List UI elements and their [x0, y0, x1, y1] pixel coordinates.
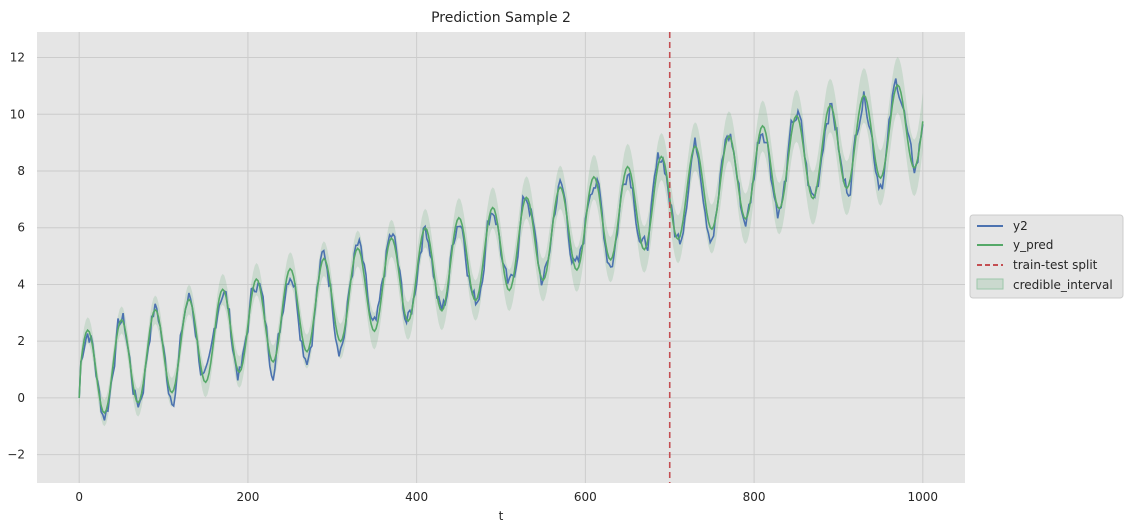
legend-box	[969, 214, 1124, 299]
y-tick-label: 12	[10, 51, 25, 65]
y-tick-label: 4	[17, 277, 25, 291]
y-tick-labels: −2 0 2 4 6 8 10 12	[7, 51, 25, 462]
x-tick-labels: 0 200 400 600 800 1000	[75, 490, 938, 504]
legend: y2 y_pred train-test split credible_inte…	[969, 214, 1124, 299]
x-tick-label: 600	[574, 490, 597, 504]
legend-y2-label: y2	[1013, 219, 1028, 233]
legend-ypred-label: y_pred	[1013, 238, 1053, 252]
x-axis-label: t	[499, 509, 504, 523]
legend-ci-label: credible_interval	[1013, 278, 1113, 292]
y-tick-label: 8	[17, 164, 25, 178]
chart-title: Prediction Sample 2	[431, 10, 571, 26]
y-tick-label: 0	[17, 391, 25, 405]
x-tick-label: 0	[75, 490, 83, 504]
x-tick-label: 200	[236, 490, 259, 504]
y-pred-line	[78, 83, 924, 415]
x-tick-label: 1000	[908, 490, 939, 504]
x-tick-label: 800	[743, 490, 766, 504]
y-tick-label: 10	[10, 107, 25, 121]
x-tick-label: 400	[405, 490, 428, 504]
y-tick-label: −2	[7, 448, 25, 462]
y-tick-label: 6	[17, 221, 25, 235]
credible-interval-band	[79, 57, 923, 427]
y-tick-label: 2	[17, 334, 25, 348]
legend-ci-swatch	[976, 278, 1004, 290]
grid	[37, 32, 965, 483]
legend-split-label: train-test split	[1013, 258, 1098, 272]
